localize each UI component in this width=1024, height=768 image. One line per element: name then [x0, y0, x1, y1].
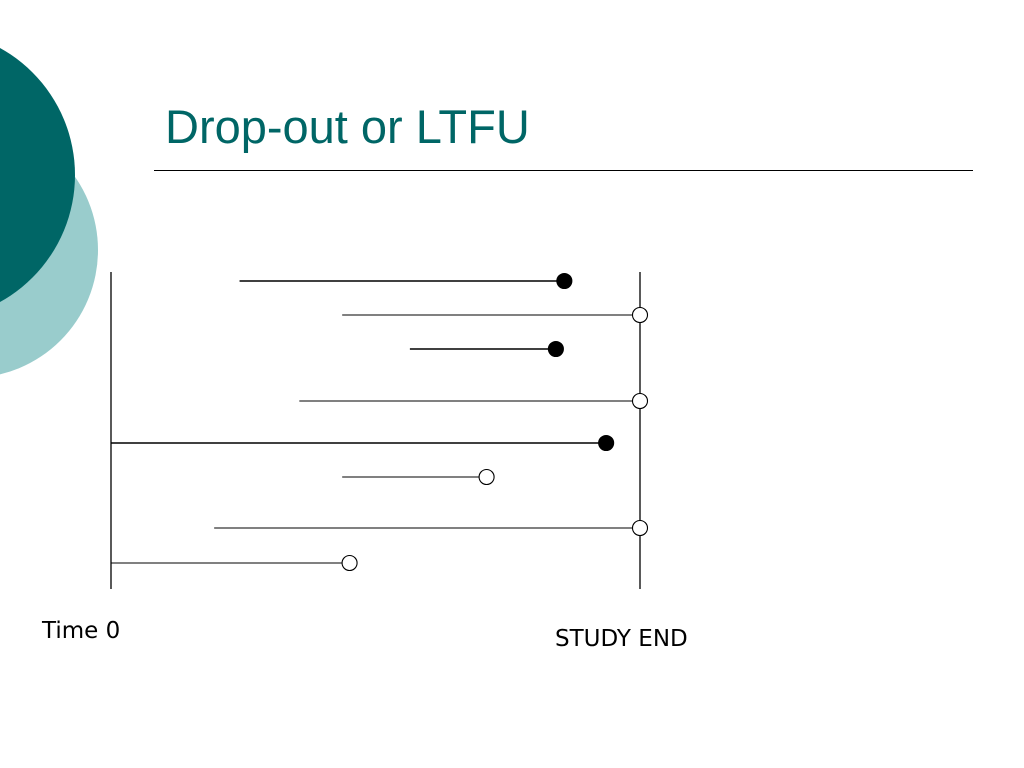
slide-title: Drop-out or LTFU [165, 100, 530, 153]
title-underline [154, 170, 973, 171]
censored-marker [631, 519, 649, 537]
time-zero-label: Time 0 [42, 618, 121, 644]
event-marker [598, 434, 615, 452]
event-marker [556, 272, 573, 290]
censored-marker [341, 554, 358, 572]
censored-marker [631, 392, 649, 410]
decorative-circle-dark [0, 48, 75, 302]
censored-marker [631, 306, 649, 324]
decorative-circles [0, 48, 98, 375]
study-end-label: STUDY END [555, 626, 688, 652]
censored-marker [478, 468, 495, 486]
event-marker [547, 340, 564, 358]
